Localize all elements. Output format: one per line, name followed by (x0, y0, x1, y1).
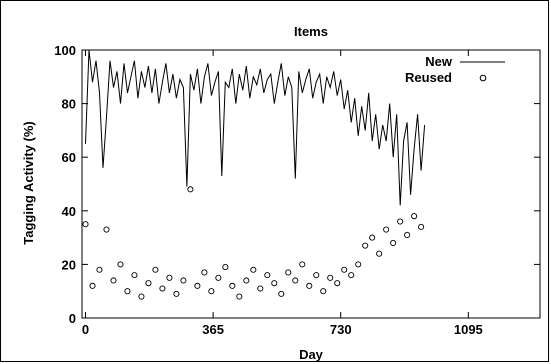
reused-point (187, 186, 194, 193)
reused-point (313, 272, 320, 279)
reused-point (222, 264, 229, 271)
reused-point (138, 293, 145, 300)
reused-point (341, 266, 348, 273)
y-axis-label: Tagging Activity (%) (21, 121, 36, 245)
reused-point (299, 261, 306, 268)
reused-point (103, 226, 110, 233)
reused-point (110, 277, 117, 284)
reused-point (96, 266, 103, 273)
reused-point (152, 266, 159, 273)
y-tick-label: 20 (62, 257, 76, 272)
reused-point (404, 231, 411, 238)
reused-point (418, 223, 425, 230)
chart-title: Items (294, 24, 328, 39)
reused-point (208, 288, 215, 295)
reused-point (306, 282, 313, 289)
legend-label-reused: Reused (405, 70, 452, 85)
y-tick-label: 60 (62, 150, 76, 165)
reused-point (89, 282, 96, 289)
reused-point (348, 272, 355, 279)
reused-point (124, 288, 131, 295)
series-reused (82, 186, 425, 300)
y-tick-label: 0 (69, 311, 76, 326)
reused-point (236, 293, 243, 300)
reused-point (201, 269, 208, 276)
reused-point (145, 280, 152, 287)
reused-point (117, 261, 124, 268)
reused-point (327, 274, 334, 281)
reused-point (82, 221, 89, 228)
y-axis-ticks: 0 20 40 60 80 100 (54, 43, 540, 326)
reused-point (243, 277, 250, 284)
reused-point (159, 285, 166, 292)
x-tick-label: 365 (202, 322, 224, 337)
reused-point (215, 274, 222, 281)
reused-point (383, 226, 390, 233)
reused-point (131, 272, 138, 279)
reused-point (320, 288, 327, 295)
reused-point (334, 280, 341, 287)
reused-point (292, 277, 299, 284)
reused-point (390, 239, 397, 247)
reused-point (257, 285, 264, 292)
reused-point (355, 261, 362, 268)
x-axis-label: Day (299, 347, 324, 362)
reused-point (271, 280, 278, 287)
legend-label-new: New (425, 54, 453, 69)
reused-point (362, 242, 369, 249)
x-tick-label: 730 (330, 322, 352, 337)
plot-area (81, 49, 541, 319)
reused-point (180, 277, 187, 284)
reused-point (264, 272, 271, 279)
x-axis-ticks: 0 365 730 1095 (82, 50, 483, 337)
reused-point (397, 218, 404, 225)
reused-point (369, 234, 376, 241)
series-new (85, 49, 426, 206)
reused-point (376, 250, 383, 257)
x-tick-label: 1095 (454, 322, 483, 337)
reused-point (194, 282, 201, 289)
reused-point (229, 282, 236, 289)
reused-point (411, 213, 418, 220)
reused-point (166, 274, 173, 281)
reused-point (285, 269, 292, 276)
y-tick-label: 80 (62, 97, 76, 112)
legend: New Reused (405, 54, 505, 85)
reused-point (250, 266, 257, 273)
y-tick-label: 100 (54, 43, 76, 58)
reused-point (173, 290, 180, 297)
x-tick-label: 0 (82, 322, 89, 337)
legend-marker-reused (479, 74, 487, 82)
new-series-line (85, 49, 426, 206)
reused-point (278, 290, 285, 297)
y-tick-label: 40 (62, 204, 76, 219)
